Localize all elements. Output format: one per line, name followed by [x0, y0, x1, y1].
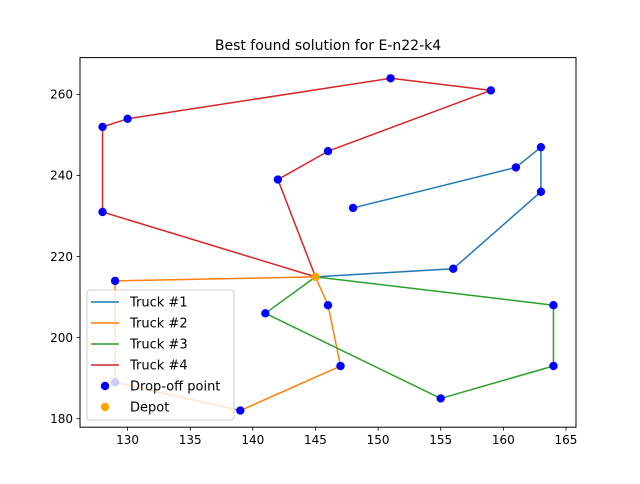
- y-tick-label: 260: [50, 88, 73, 102]
- chart-title: Best found solution for E-n22-k4: [215, 38, 441, 54]
- legend-label: Truck #4: [129, 359, 188, 374]
- drop-off-point: [549, 361, 558, 371]
- drop-off-point: [511, 163, 521, 172]
- y-tick-label: 240: [50, 169, 73, 183]
- x-tick-label: 130: [116, 433, 139, 447]
- drop-off-point: [336, 361, 345, 371]
- x-tick-label: 145: [304, 433, 327, 447]
- y-tick-label: 180: [50, 412, 73, 426]
- drop-off-point: [98, 207, 107, 217]
- drop-off-point: [436, 394, 445, 403]
- x-tick-label: 140: [241, 433, 264, 447]
- drop-off-point: [123, 114, 132, 123]
- drop-off-point: [110, 276, 120, 286]
- drop-off-point: [386, 74, 395, 83]
- route-line-truck-3: [264, 276, 555, 400]
- drop-off-point: [236, 406, 245, 415]
- drop-off-point: [536, 142, 546, 152]
- route-line-truck-1: [315, 146, 542, 278]
- legend-label: Truck #3: [129, 338, 188, 353]
- x-tick-label: 135: [179, 433, 202, 447]
- depot-point: [311, 272, 320, 282]
- legend-label: Depot: [130, 401, 169, 416]
- legend-label: Truck #2: [129, 317, 188, 332]
- drop-off-point: [486, 86, 496, 95]
- drop-off-point: [323, 301, 333, 310]
- drop-off-point: [536, 187, 546, 196]
- x-tick-label: 165: [555, 433, 578, 447]
- x-tick-label: 155: [429, 433, 452, 447]
- legend-box: [86, 289, 235, 421]
- axes-frame: [79, 57, 577, 428]
- y-tick-label: 220: [50, 250, 73, 264]
- drop-off-point: [261, 309, 270, 318]
- drop-off-point: [98, 122, 107, 132]
- drop-off-point: [348, 203, 358, 213]
- drop-off-point: [549, 301, 558, 310]
- x-tick-label: 150: [367, 433, 390, 447]
- legend-swatch-dot: [100, 402, 110, 412]
- drop-off-point: [323, 147, 333, 156]
- legend-label: Drop-off point: [130, 380, 220, 395]
- legend-label: Truck #1: [129, 296, 188, 311]
- drop-off-point: [449, 264, 458, 273]
- x-tick-label: 160: [492, 433, 515, 447]
- y-tick-label: 200: [50, 331, 73, 345]
- legend-swatch-dot: [100, 381, 110, 391]
- route-line-truck-4: [101, 77, 492, 278]
- drop-off-point: [273, 175, 283, 184]
